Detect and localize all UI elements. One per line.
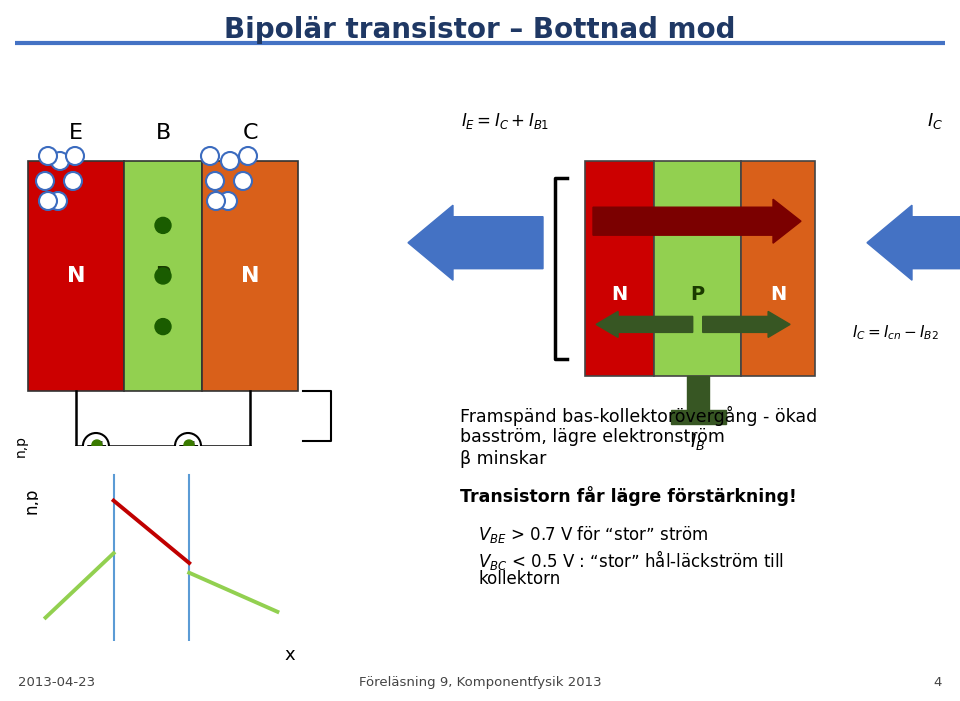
Text: Framspänd bas-kollektorövergång - ökad: Framspänd bas-kollektorövergång - ökad [460, 406, 817, 426]
Circle shape [39, 192, 57, 210]
Text: C: C [242, 123, 258, 143]
Bar [654, 161, 741, 376]
Bar [686, 376, 708, 410]
Text: 2013-04-23: 2013-04-23 [18, 676, 95, 689]
Text: $I_E=I_C+I_{B1}$: $I_E=I_C+I_{B1}$ [461, 111, 549, 131]
Circle shape [219, 192, 237, 210]
Text: n,p: n,p [23, 488, 41, 515]
FancyArrow shape [867, 205, 960, 280]
Bar [28, 161, 124, 391]
Text: +0.5V: +0.5V [177, 484, 220, 498]
Text: kollektorn: kollektorn [478, 570, 561, 588]
Circle shape [36, 172, 54, 190]
Text: N: N [66, 266, 85, 286]
Text: n,p: n,p [13, 435, 28, 457]
Text: P: P [156, 266, 171, 286]
Circle shape [206, 172, 224, 190]
Bar [741, 161, 815, 376]
Circle shape [221, 152, 239, 170]
Text: 4: 4 [934, 676, 942, 689]
Text: $I_B$: $I_B$ [690, 432, 706, 452]
Circle shape [49, 192, 67, 210]
Circle shape [175, 433, 201, 459]
Bar [671, 410, 726, 424]
Circle shape [155, 217, 171, 233]
Bar [585, 161, 654, 376]
Text: Transistorn får lägre förstärkning!: Transistorn får lägre förstärkning! [460, 486, 797, 506]
Circle shape [39, 147, 57, 165]
Text: $I_C$: $I_C$ [927, 111, 943, 131]
Text: N: N [612, 285, 628, 304]
Text: P: P [690, 285, 705, 304]
Circle shape [64, 172, 82, 190]
Circle shape [201, 147, 219, 165]
Text: +: + [187, 439, 199, 453]
FancyArrow shape [596, 311, 693, 337]
Text: basström, lägre elektronström: basström, lägre elektronström [460, 428, 725, 446]
Text: +$V_{BE}$: +$V_{BE}$ [73, 468, 108, 484]
Circle shape [66, 147, 84, 165]
Text: $I_C=I_{cn}-I_{B2}$: $I_C=I_{cn}-I_{B2}$ [852, 324, 939, 342]
Bar [124, 161, 203, 391]
Circle shape [184, 440, 194, 450]
FancyArrow shape [703, 311, 790, 337]
Circle shape [234, 172, 252, 190]
Text: $V_{BE}$ > 0.7 V för “stor” ström: $V_{BE}$ > 0.7 V för “stor” ström [478, 524, 708, 545]
Text: Bipolär transistor – Bottnad mod: Bipolär transistor – Bottnad mod [225, 16, 735, 44]
Text: β minskar: β minskar [460, 450, 546, 468]
Text: N: N [241, 266, 259, 286]
Circle shape [207, 192, 225, 210]
Text: B: B [156, 123, 171, 143]
Text: +0.7V: +0.7V [69, 484, 112, 498]
Text: Föreläsning 9, Komponentfysik 2013: Föreläsning 9, Komponentfysik 2013 [359, 676, 601, 689]
Text: +: + [95, 439, 107, 453]
Circle shape [155, 268, 171, 284]
Circle shape [83, 433, 108, 459]
FancyArrow shape [593, 199, 801, 243]
Text: $V_{BC}$ < 0.5 V : “stor” hål-läckström till: $V_{BC}$ < 0.5 V : “stor” hål-läckström … [478, 548, 784, 572]
Text: −: − [85, 440, 96, 453]
Text: −: − [178, 440, 188, 453]
Text: x: x [285, 646, 296, 664]
Text: N: N [770, 285, 786, 304]
Circle shape [239, 147, 257, 165]
Circle shape [92, 440, 102, 450]
FancyArrow shape [408, 205, 543, 280]
Bar [203, 161, 298, 391]
Circle shape [155, 318, 171, 334]
Circle shape [51, 152, 69, 170]
Text: +$V_{BC}$: +$V_{BC}$ [180, 468, 216, 484]
Text: E: E [69, 123, 83, 143]
